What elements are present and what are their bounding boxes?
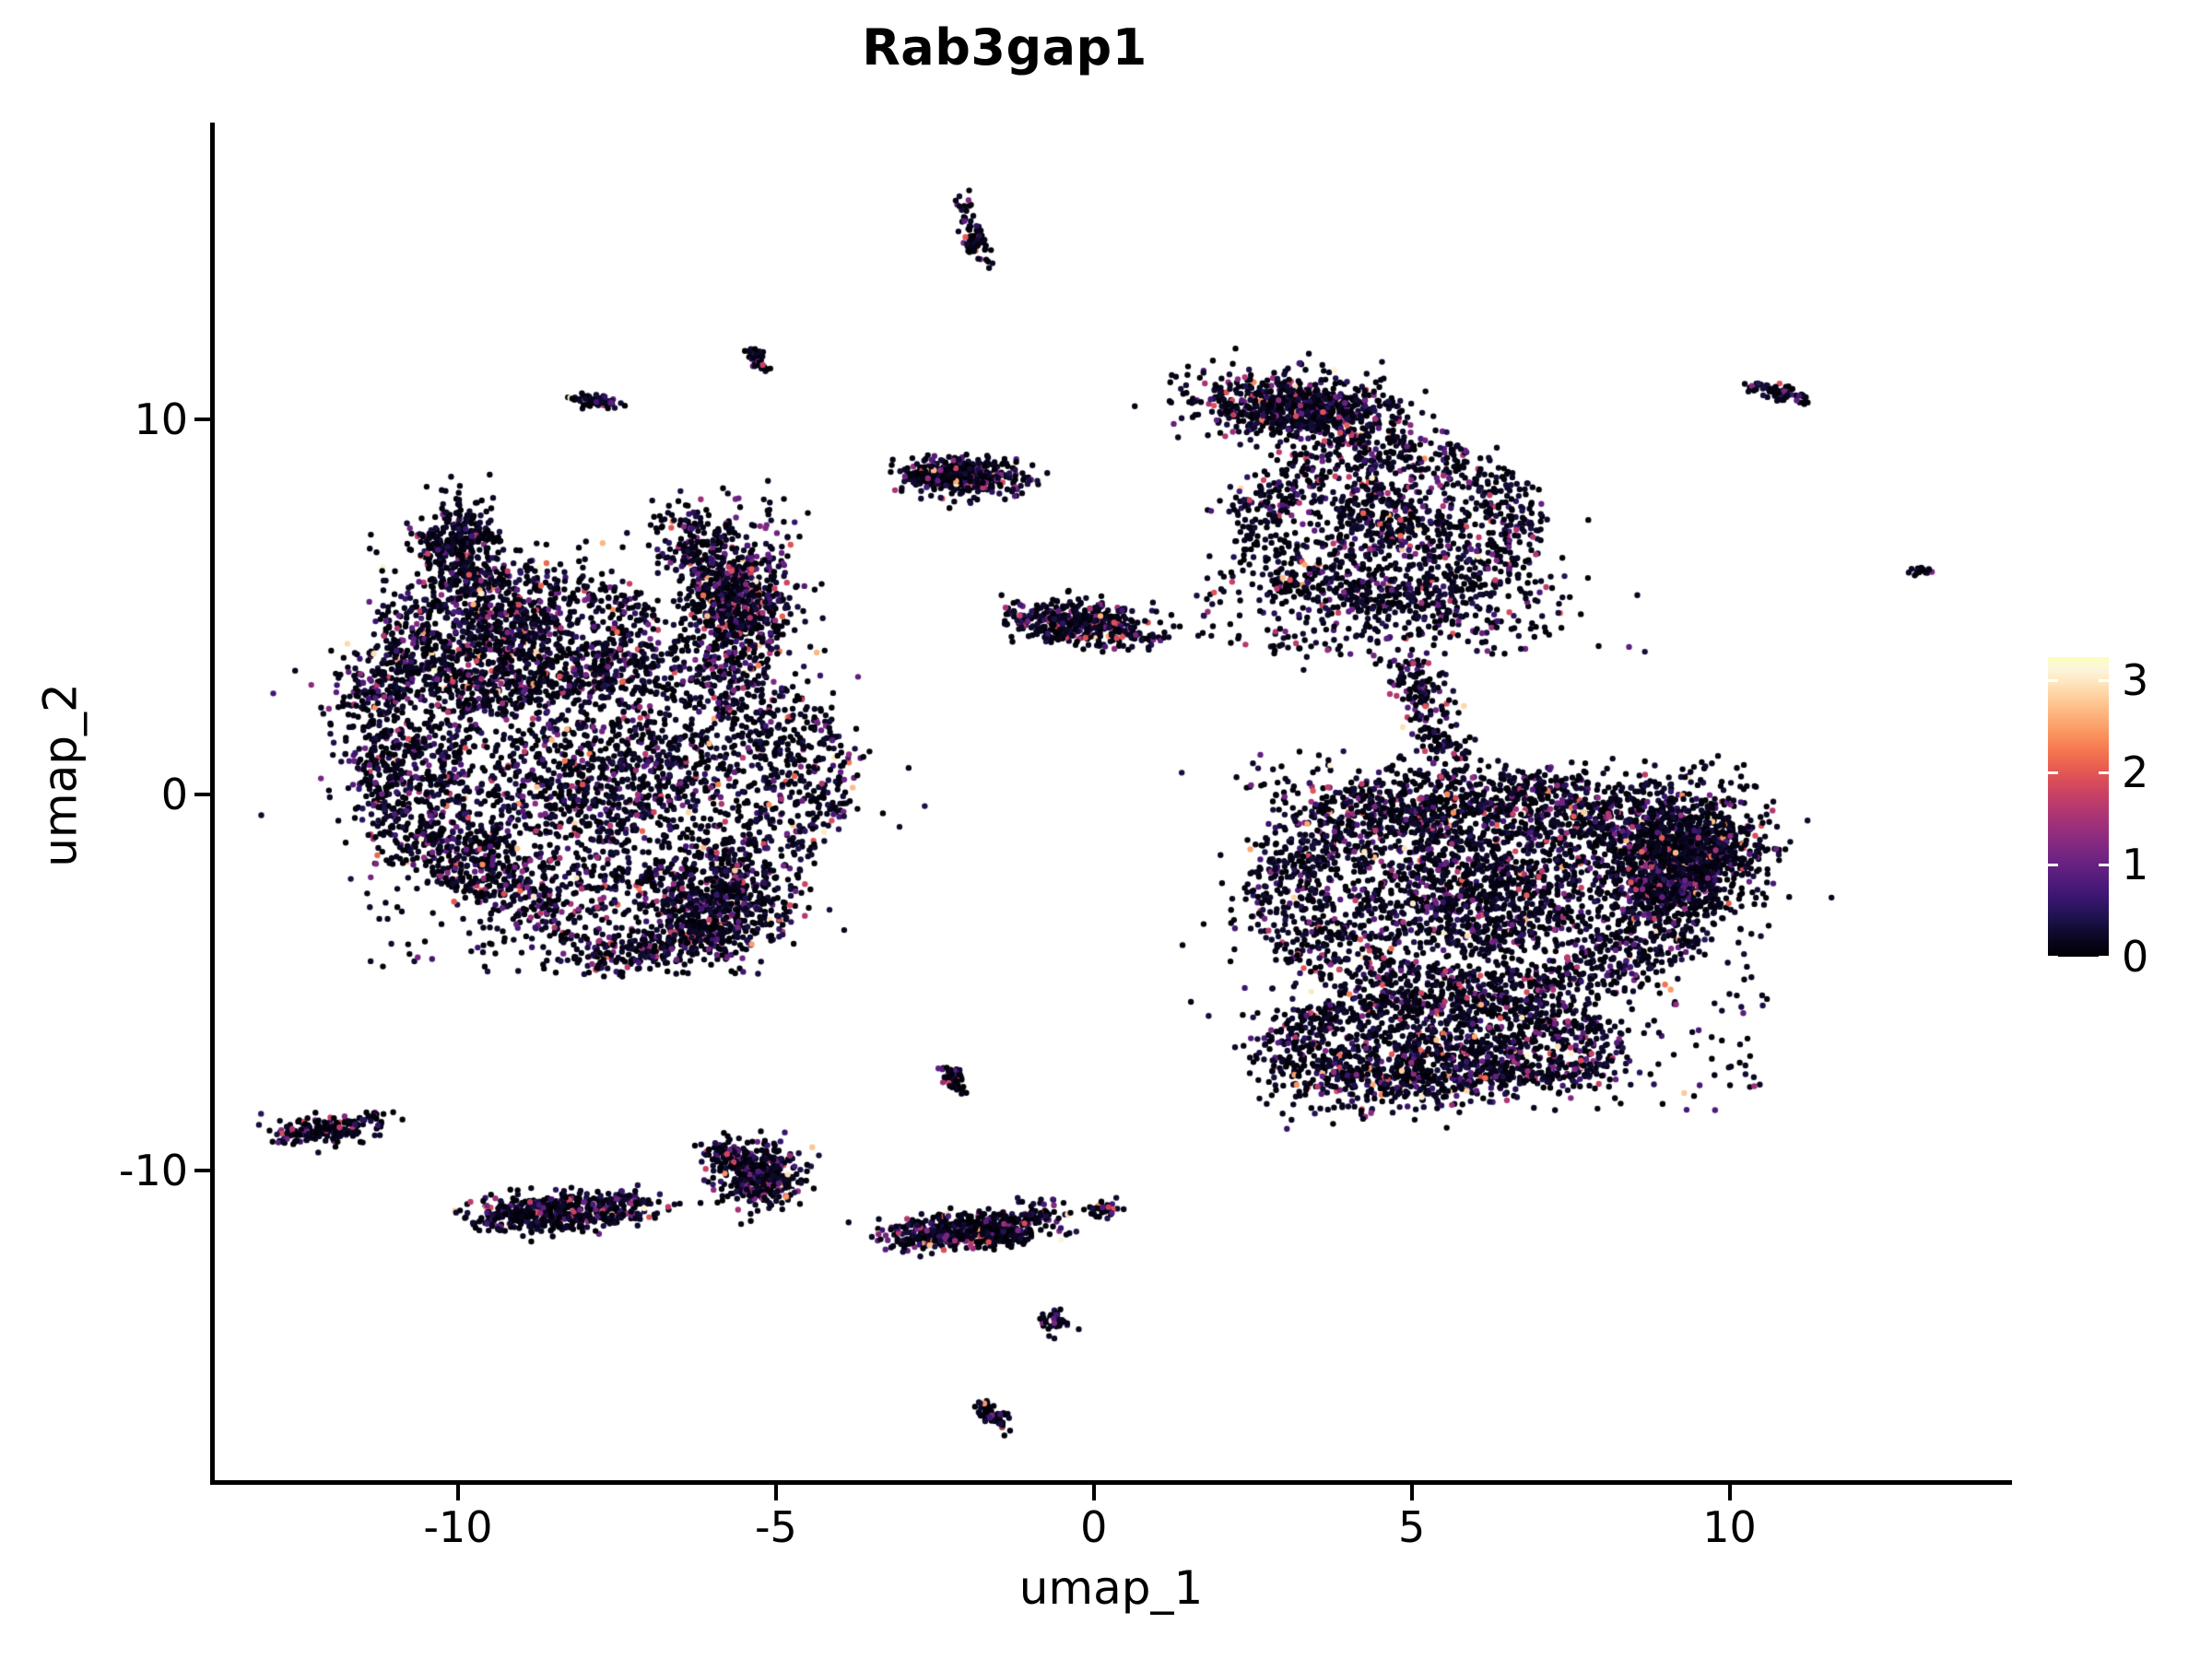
colorbar-tick-label: 1 xyxy=(2122,840,2149,889)
scatter-plot-canvas[interactable] xyxy=(210,123,2009,1482)
y-tick-mark xyxy=(194,1168,210,1172)
x-tick-label: -10 xyxy=(423,1502,493,1552)
y-tick-label: 0 xyxy=(160,770,188,820)
colorbar-gradient xyxy=(2048,657,2109,957)
x-tick-mark xyxy=(1727,1485,1732,1500)
x-tick-label: 5 xyxy=(1397,1502,1426,1552)
x-tick-label: 10 xyxy=(1702,1502,1757,1552)
y-tick-mark xyxy=(194,417,210,421)
y-axis-spine xyxy=(210,123,215,1485)
plot-area[interactable] xyxy=(210,123,2009,1482)
x-tick-label: -5 xyxy=(754,1502,797,1552)
colorbar-tick-mark xyxy=(2099,771,2109,774)
y-tick-label: 10 xyxy=(134,394,188,444)
colorbar[interactable] xyxy=(2048,657,2109,959)
x-tick-mark xyxy=(1091,1485,1096,1500)
x-tick-mark xyxy=(456,1485,460,1500)
x-tick-label: 0 xyxy=(1080,1502,1108,1552)
colorbar-tick-mark xyxy=(2048,864,2058,866)
x-axis-label: umap_1 xyxy=(1018,1561,1204,1615)
colorbar-tick-label: 2 xyxy=(2122,747,2149,797)
colorbar-tick-mark xyxy=(2048,771,2058,774)
x-axis-spine xyxy=(210,1480,2012,1485)
x-tick-mark xyxy=(773,1485,778,1500)
colorbar-tick-mark xyxy=(2048,956,2058,959)
colorbar-tick-mark xyxy=(2048,679,2058,682)
y-tick-label: -10 xyxy=(118,1145,188,1195)
colorbar-tick-label: 3 xyxy=(2122,655,2149,705)
y-tick-mark xyxy=(194,793,210,797)
page-title: Rab3gap1 xyxy=(862,18,1147,76)
colorbar-tick-label: 0 xyxy=(2122,932,2149,982)
colorbar-tick-mark xyxy=(2099,864,2109,866)
x-tick-mark xyxy=(1409,1485,1414,1500)
colorbar-tick-mark xyxy=(2099,956,2109,959)
y-axis-label: umap_2 xyxy=(33,683,88,867)
colorbar-tick-mark xyxy=(2099,679,2109,682)
